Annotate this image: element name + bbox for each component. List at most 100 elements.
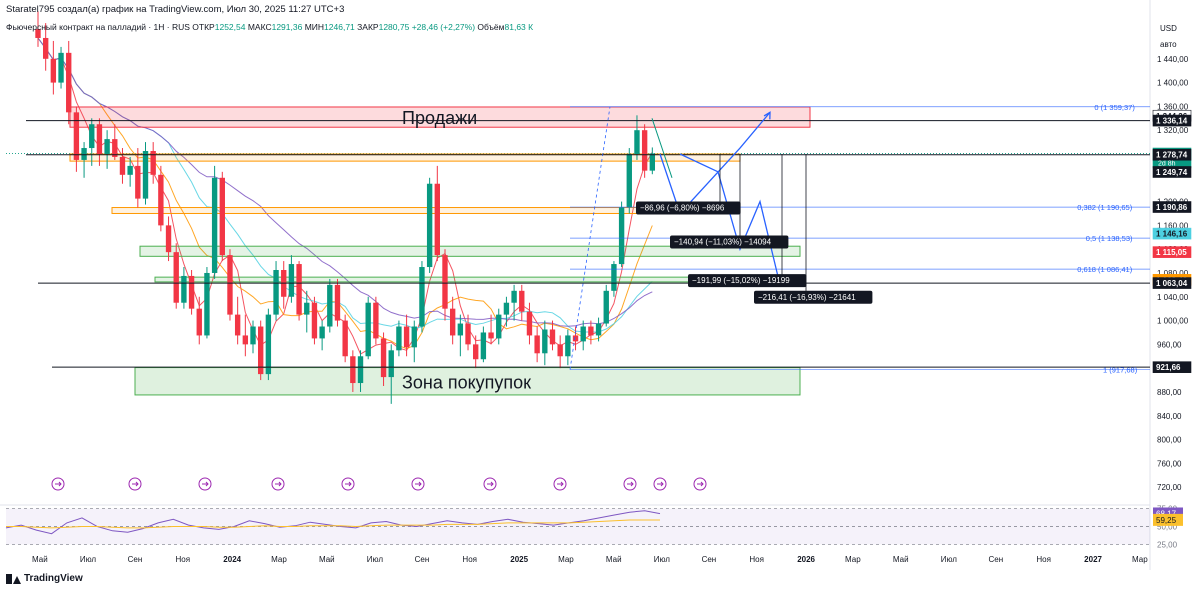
candle <box>565 329 571 366</box>
sell-zone[interactable] <box>69 106 811 128</box>
candle-body <box>388 350 394 378</box>
trend-line[interactable] <box>651 118 673 178</box>
candle-body <box>357 356 364 384</box>
time-tick-label: Ноя <box>175 555 190 564</box>
measure-label: −86,96 (−6,80%) −8696 <box>640 204 725 213</box>
rsi-level-label: 50,00 <box>1157 523 1178 532</box>
candle <box>242 314 249 357</box>
event-icon[interactable] <box>483 477 497 491</box>
price-badge: 1 115,05 <box>1152 246 1192 258</box>
candle <box>173 243 179 309</box>
candle-body <box>265 314 272 375</box>
candle <box>572 326 579 351</box>
time-tick-label: Май <box>893 555 909 564</box>
rsi-value-badge-box <box>1153 507 1183 520</box>
candle <box>388 344 394 404</box>
candle-body <box>165 225 172 253</box>
candle <box>457 314 464 357</box>
event-icon[interactable] <box>341 477 355 491</box>
candle-body <box>649 153 656 171</box>
candle-body <box>618 207 625 265</box>
candle-body <box>158 174 164 226</box>
currency-label[interactable]: USD <box>1160 24 1177 33</box>
fib-trend-line[interactable] <box>569 106 611 370</box>
candle <box>265 308 272 381</box>
candle-body <box>173 252 179 303</box>
candle-body <box>565 335 571 357</box>
buy-zone[interactable] <box>134 367 801 396</box>
candle-body <box>104 139 110 154</box>
candle <box>181 267 187 309</box>
candle-body <box>519 290 525 312</box>
candle <box>142 142 149 205</box>
candle-body <box>457 323 464 336</box>
candle <box>234 296 241 345</box>
candle <box>580 320 586 351</box>
candle <box>150 142 156 184</box>
rsi-ma-line <box>6 519 660 529</box>
candle <box>158 165 164 232</box>
event-icon[interactable] <box>411 477 425 491</box>
event-icon[interactable] <box>553 477 567 491</box>
candle-body <box>96 124 103 154</box>
event-icon[interactable] <box>128 477 142 491</box>
projection-path-up[interactable] <box>659 111 771 215</box>
time-tick-label: Мар <box>845 555 861 564</box>
high-value: 1291,36 <box>271 22 303 32</box>
candle <box>434 165 440 262</box>
candle-body <box>342 320 348 357</box>
price-tick-label: 880,00 <box>1157 388 1182 397</box>
candle-body <box>572 335 579 342</box>
event-icon[interactable] <box>271 477 285 491</box>
candle <box>488 314 494 345</box>
candle-body <box>626 153 632 208</box>
candle <box>119 148 126 184</box>
candle <box>411 320 417 363</box>
event-icon[interactable] <box>51 477 65 491</box>
change-value: +28,46 (+2,27%) <box>411 22 476 32</box>
time-tick-label: Май <box>319 555 335 564</box>
projection-path-down[interactable] <box>679 153 781 286</box>
time-tick-label: Ноя <box>749 555 764 564</box>
candle <box>373 296 379 345</box>
event-icon[interactable] <box>198 477 212 491</box>
price-badge-label: 1 336,14 <box>1156 117 1188 126</box>
arrow-icon <box>55 481 62 487</box>
event-icon[interactable] <box>653 477 667 491</box>
price-tick-label: 1 400,00 <box>1157 79 1189 88</box>
tradingview-footer[interactable]: TradingView <box>6 573 83 584</box>
candle <box>227 249 233 321</box>
symbol-name[interactable]: Фьючерсный контракт на палладий · 1Н · R… <box>6 22 190 32</box>
event-icon[interactable] <box>693 477 707 491</box>
scale-mode[interactable]: авто <box>1160 40 1177 49</box>
price-tick-label: 960,00 <box>1157 340 1182 349</box>
candle-body <box>188 275 195 309</box>
candle-body <box>503 302 510 315</box>
time-tick-label: Мар <box>558 555 574 564</box>
price-badge: 1 249,74 <box>1152 166 1192 178</box>
green-zone[interactable] <box>139 245 801 257</box>
candle-body <box>142 151 149 199</box>
author-line: Staratel795 создал(а) график на TradingV… <box>6 4 345 15</box>
moving-average-line <box>37 37 653 350</box>
time-tick-label: Май <box>606 555 622 564</box>
candle-body <box>442 255 448 309</box>
candle <box>211 165 218 279</box>
price-tick-label: 1 040,00 <box>1157 293 1189 302</box>
candle-body <box>380 338 387 378</box>
price-badge-label: 1 146,16 <box>1156 230 1188 239</box>
price-badge-label: 1 249,74 <box>1156 168 1188 177</box>
candle-body <box>595 323 602 336</box>
candle <box>549 320 556 351</box>
event-icon[interactable] <box>623 477 637 491</box>
open-value: 1252,54 <box>214 22 246 32</box>
price-badge-label: 1 190,86 <box>1156 203 1188 212</box>
price-badge-label: 1 115,05 <box>1156 248 1187 257</box>
candle-body <box>419 267 425 327</box>
price-badge-label: 1 063,04 <box>1156 279 1188 288</box>
candle <box>204 267 210 339</box>
candle <box>66 40 72 125</box>
candle <box>281 261 287 309</box>
time-tick-label: Сен <box>989 555 1004 564</box>
